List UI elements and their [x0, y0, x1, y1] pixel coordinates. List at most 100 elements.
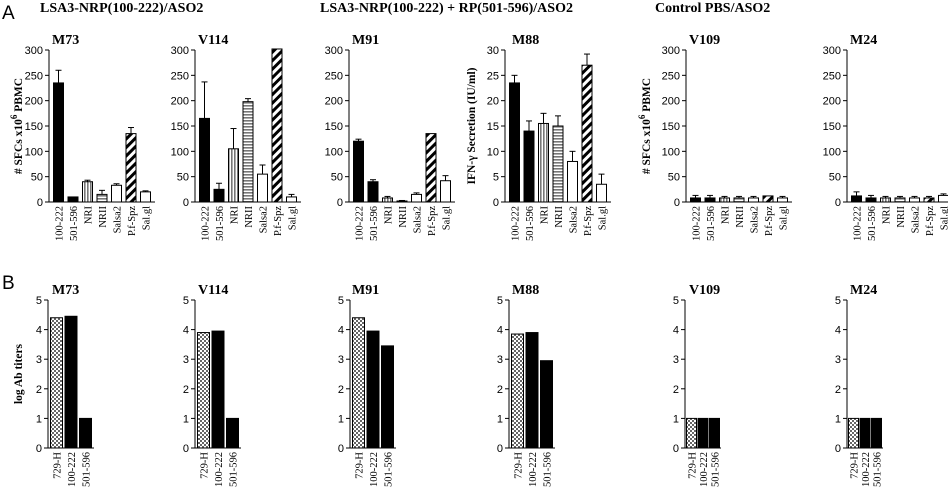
y-tick-label: 150 — [25, 121, 43, 133]
y-axis-label-main: # SFCs x10 — [641, 119, 653, 174]
bar-100-222 — [690, 197, 701, 203]
category-label: 501-596 — [69, 206, 80, 241]
bar-p-f-spz — [581, 64, 593, 203]
y-axis-label: # SFCs x106 PBMC — [637, 78, 653, 174]
bar-nri — [228, 148, 239, 203]
category-label: 501-596 — [873, 452, 884, 487]
bar-sal-gl — [140, 191, 151, 203]
bar-501-596 — [871, 417, 882, 449]
y-tick-label: 0 — [674, 197, 680, 209]
bar-100-222 — [199, 117, 210, 203]
category-label: 501-596 — [711, 452, 722, 487]
y-axis-label-sup: 6 — [9, 114, 19, 119]
y-tick-label: 1 — [835, 413, 841, 425]
bar-100-222 — [509, 82, 520, 203]
y-tick-label: 250 — [662, 70, 680, 82]
y-tick-label: 2 — [36, 384, 42, 396]
chart-title: V114 — [198, 283, 228, 298]
category-label: 501-596 — [369, 206, 380, 241]
bar-nri — [538, 122, 549, 203]
category-label: 729-H — [53, 452, 64, 479]
category-label: Sal.gl — [442, 206, 453, 230]
chart-title: M73 — [52, 283, 79, 298]
y-tick-label: 200 — [823, 96, 841, 108]
category-label: 100-222 — [511, 206, 522, 241]
panel-letter-a: A — [2, 3, 15, 24]
category-label: NRII — [896, 206, 907, 228]
y-tick-label: 300 — [25, 45, 43, 57]
bar-501-596 — [865, 197, 877, 203]
category-label: 729-H — [514, 452, 525, 479]
chart-title: V114 — [198, 33, 228, 48]
category-label: Sal.gl — [142, 206, 153, 230]
category-label: NRII — [735, 206, 746, 228]
y-tick-label: 2 — [338, 384, 344, 396]
category-label: 100-222 — [214, 452, 225, 487]
y-tick-label: 0 — [835, 443, 841, 455]
bar-100-222 — [851, 195, 862, 203]
category-label: 729-H — [200, 452, 211, 479]
category-label: Sal.gl — [779, 206, 790, 230]
bar-501-596 — [704, 197, 716, 203]
y-tick-label: 4 — [835, 325, 841, 337]
chart-title: M88 — [512, 283, 539, 298]
y-tick-label: 2 — [183, 384, 189, 396]
bar-100-222 — [64, 315, 78, 449]
chart-b-m24: M24 0 1 2 3 4 5 729-H 100-222 501-596 — [835, 283, 884, 487]
category-label: Salsa2 — [750, 206, 761, 233]
bar-nrii — [894, 197, 906, 203]
bar-501-596 — [367, 181, 379, 203]
category-label: P.f-Spz — [583, 206, 594, 236]
y-tick-label: 4 — [338, 325, 344, 337]
bar-501-596 — [540, 360, 553, 449]
chart-title: M91 — [352, 33, 379, 48]
y-tick-label: 0 — [835, 197, 841, 209]
y-tick-label: 300 — [171, 45, 189, 57]
y-tick-label: 300 — [823, 45, 841, 57]
y-tick-label: 5 — [497, 295, 503, 307]
panel-letter-b: B — [2, 273, 15, 294]
y-axis-label-tail: PBMC — [641, 78, 653, 115]
category-label: NRII — [244, 206, 255, 228]
category-label: NRI — [721, 206, 732, 225]
bar-sal-gl — [286, 196, 297, 203]
chart-title: M24 — [850, 283, 877, 298]
category-label: NRI — [882, 206, 893, 225]
category-label: 729-H — [688, 452, 699, 479]
y-tick-label: 3 — [183, 354, 189, 366]
chart-b-v109: V109 0 1 2 3 4 5 729-H 100-222 501-596 — [673, 283, 722, 487]
chart-title: M91 — [352, 283, 379, 298]
y-tick-label: 2 — [835, 384, 841, 396]
y-tick-label: 5 — [493, 172, 499, 184]
chart-a-v109: V109 0 50 100 150 200 250 300 # SFCs x106 PBMC 10… — [637, 33, 792, 241]
y-tick-label: 0 — [36, 443, 42, 455]
y-axis-label-sup: 6 — [637, 114, 647, 119]
chart-title: V109 — [689, 33, 720, 48]
category-label: Salsa2 — [413, 206, 424, 233]
bar-nrii — [396, 200, 408, 203]
chart-b-m91: M91 0 1 2 3 4 5 729-H 100-222 501-596 — [338, 283, 396, 487]
bar-729-h — [50, 317, 63, 449]
bar-sal-gl — [596, 183, 607, 203]
y-tick-label: 200 — [662, 96, 680, 108]
category-label: NRI — [384, 206, 395, 225]
bar-501-596 — [709, 417, 720, 449]
y-tick-label: 5 — [673, 295, 679, 307]
bar-nri — [719, 197, 730, 203]
category-label: 501-596 — [82, 452, 93, 487]
bar-sal-gl — [777, 197, 788, 203]
category-label: 100-222 — [528, 452, 539, 487]
category-label: 501-596 — [867, 206, 878, 241]
y-axis-label-tail: PBMC — [13, 78, 25, 115]
bar-729-h — [197, 332, 210, 449]
bar-p-f-spz — [125, 133, 137, 203]
y-tick-label: 15 — [487, 121, 499, 133]
bar-100-222 — [366, 330, 380, 449]
y-tick-label: 1 — [338, 413, 344, 425]
category-label: NRI — [84, 206, 95, 225]
y-tick-label: 100 — [823, 146, 841, 158]
bar-salsa2 — [567, 160, 578, 203]
y-tick-label: 30 — [487, 45, 499, 57]
chart-a-m88: M88 0 5 10 15 20 25 30 IFN-γ Secretion (IU/ml) 10… — [466, 33, 611, 241]
bar-100-222 — [53, 82, 64, 203]
